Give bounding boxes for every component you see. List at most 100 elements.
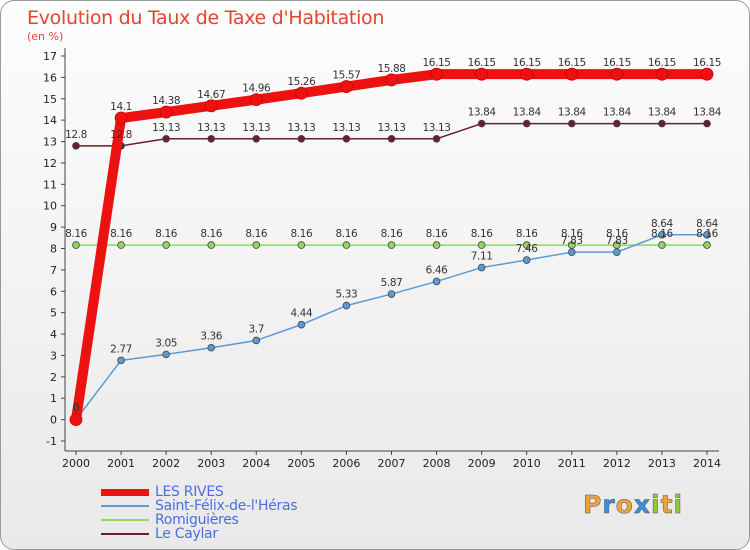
x-tick-label: 2007	[378, 457, 406, 470]
data-point	[477, 241, 486, 249]
legend-swatch	[101, 533, 149, 535]
data-point	[117, 241, 125, 249]
data-point	[430, 67, 443, 81]
data-label: 16.15	[558, 57, 586, 69]
x-tick-label: 2010	[513, 457, 541, 470]
data-label: 8.16	[381, 228, 403, 240]
data-point	[432, 277, 441, 286]
x-tick-label: 2009	[468, 457, 496, 470]
data-point	[385, 73, 398, 87]
data-point	[655, 67, 669, 81]
data-label: 8.64	[696, 218, 718, 230]
logo-letter: o	[615, 490, 634, 520]
data-point	[565, 67, 579, 81]
data-label: 8.16	[426, 228, 448, 240]
logo-letter: i	[651, 490, 661, 520]
data-label: 15.26	[287, 76, 316, 88]
y-tick-label: 1	[50, 392, 57, 405]
y-tick-label: 8	[50, 243, 57, 256]
data-label: 6.46	[426, 264, 448, 276]
data-label: 5.33	[336, 289, 358, 301]
data-label: 16.15	[513, 57, 541, 69]
data-label: 8.16	[471, 228, 493, 240]
data-point	[207, 134, 216, 143]
data-point	[700, 67, 714, 81]
series-line	[75, 234, 708, 421]
data-point	[658, 119, 666, 128]
data-point	[252, 241, 261, 249]
data-point	[567, 119, 576, 128]
y-tick-label: 4	[50, 328, 57, 341]
data-point	[342, 301, 351, 310]
data-point	[613, 248, 621, 256]
data-label: 16.15	[423, 57, 451, 69]
data-point	[703, 231, 711, 239]
data-label: 3.7	[249, 323, 265, 335]
data-label: 13.13	[423, 122, 451, 134]
data-label: 5.87	[381, 277, 403, 289]
y-tick-label: 6	[50, 285, 57, 298]
data-label: 8.16	[561, 228, 583, 240]
data-label: 14.38	[152, 95, 180, 107]
y-tick-label: 3	[50, 349, 57, 362]
data-label: 0	[73, 403, 79, 415]
y-tick-label: 5	[50, 307, 57, 320]
data-label: 2.77	[110, 343, 132, 355]
data-point	[72, 241, 80, 249]
data-point	[522, 256, 531, 264]
data-point	[162, 134, 170, 143]
x-tick-label: 2004	[242, 457, 270, 470]
data-label: 7.83	[561, 235, 583, 247]
x-tick-label: 2012	[603, 457, 631, 470]
y-tick-label: 7	[50, 264, 57, 277]
data-label: 16.15	[648, 57, 676, 69]
legend-label: LES RIVES	[155, 484, 224, 500]
data-point	[520, 67, 534, 81]
y-tick-label: 15	[43, 93, 57, 106]
legend-label: Le Caylar	[155, 526, 218, 542]
data-label: 13.84	[468, 107, 497, 119]
y-tick-label: 11	[43, 178, 57, 191]
x-tick-label: 2011	[558, 457, 586, 470]
data-label: 8.16	[336, 228, 358, 240]
data-label: 13.13	[152, 122, 180, 134]
x-tick-label: 2001	[107, 457, 135, 470]
data-point	[72, 142, 80, 150]
x-tick-label: 2005	[287, 457, 315, 470]
data-label: 13.13	[377, 122, 405, 134]
data-label: 8.16	[245, 228, 267, 240]
data-point	[387, 241, 396, 249]
chart-title: Evolution du Taux de Taxe d'Habitation	[27, 7, 385, 29]
data-point	[613, 119, 621, 128]
data-label: 8.16	[65, 228, 87, 240]
data-label: 8.16	[290, 228, 312, 240]
data-point	[159, 105, 173, 119]
data-point	[297, 241, 306, 249]
x-tick-label: 2003	[197, 457, 225, 470]
data-point	[207, 241, 216, 249]
data-point	[387, 134, 396, 143]
data-label: 8.16	[155, 228, 177, 240]
logo-letter: P	[583, 490, 603, 520]
x-tick-label: 2002	[152, 457, 180, 470]
chart-subtitle: (en %)	[27, 30, 64, 43]
data-label: 7.46	[516, 243, 538, 255]
data-point	[207, 343, 216, 352]
data-label: 16.15	[603, 57, 631, 69]
data-point	[610, 67, 624, 81]
data-label: 13.84	[558, 107, 587, 119]
x-tick-label: 2014	[693, 457, 721, 470]
data-point	[432, 134, 441, 143]
x-tick-label: 2000	[62, 457, 90, 470]
y-tick-label: 13	[43, 136, 57, 149]
legend-label: Saint-Félix-de-l'Héras	[155, 498, 298, 514]
legend-swatch	[101, 489, 149, 496]
data-point	[297, 320, 306, 329]
x-tick-label: 2013	[648, 457, 676, 470]
data-point	[162, 241, 170, 249]
data-point	[567, 248, 576, 256]
data-point	[658, 231, 666, 239]
data-label: 8.16	[516, 228, 538, 240]
data-point	[117, 356, 125, 365]
data-point	[294, 86, 308, 100]
